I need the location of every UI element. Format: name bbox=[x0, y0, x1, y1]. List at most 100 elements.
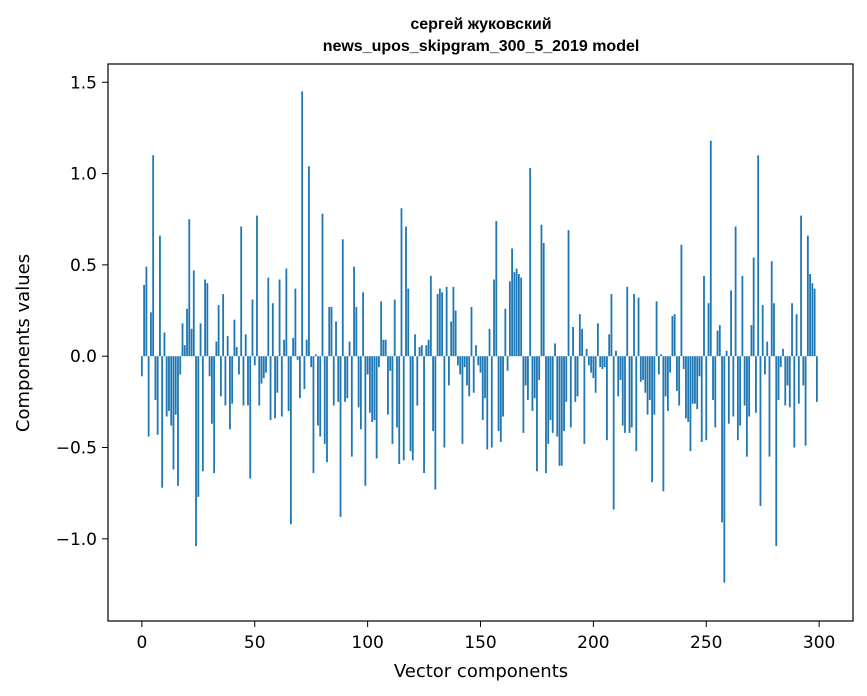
bar bbox=[581, 328, 583, 357]
bar bbox=[229, 356, 231, 430]
bar bbox=[468, 356, 471, 397]
bar bbox=[238, 356, 240, 375]
bar bbox=[235, 347, 238, 357]
bar bbox=[475, 345, 477, 357]
bar bbox=[240, 226, 243, 357]
bar bbox=[743, 356, 746, 406]
bar bbox=[705, 356, 708, 441]
bar bbox=[420, 345, 423, 357]
bar bbox=[168, 356, 170, 411]
bar bbox=[723, 356, 726, 583]
bar bbox=[513, 272, 516, 357]
bar bbox=[341, 239, 344, 357]
bar bbox=[362, 292, 365, 357]
bar bbox=[222, 294, 225, 357]
bar bbox=[806, 235, 809, 357]
bar bbox=[143, 284, 146, 357]
x-tick-label: 100 bbox=[351, 633, 383, 653]
bar bbox=[450, 321, 453, 357]
bar bbox=[217, 305, 220, 357]
y-tick-label: 0.5 bbox=[70, 256, 97, 276]
bar bbox=[515, 268, 518, 357]
bar bbox=[210, 356, 213, 424]
bar bbox=[447, 356, 450, 386]
bar bbox=[612, 356, 615, 510]
bar bbox=[393, 299, 396, 357]
bar bbox=[298, 356, 301, 399]
bar bbox=[330, 306, 333, 357]
bar bbox=[443, 356, 446, 448]
bar bbox=[517, 274, 520, 357]
bar bbox=[177, 356, 179, 486]
bar bbox=[718, 325, 721, 357]
bar bbox=[181, 323, 184, 357]
bar bbox=[445, 286, 448, 357]
bar bbox=[768, 356, 771, 457]
bar bbox=[707, 303, 710, 357]
bar bbox=[802, 356, 805, 386]
bar bbox=[624, 356, 626, 433]
bar bbox=[400, 208, 403, 357]
x-tick-label: 200 bbox=[577, 633, 609, 653]
x-tick-label: 150 bbox=[464, 633, 496, 653]
bar bbox=[499, 356, 502, 443]
bar bbox=[161, 356, 164, 488]
bar bbox=[725, 350, 728, 357]
bar bbox=[375, 356, 378, 459]
bar bbox=[615, 350, 617, 357]
bar bbox=[716, 330, 719, 357]
bar bbox=[777, 356, 780, 401]
bar bbox=[633, 294, 635, 357]
bar bbox=[357, 356, 360, 408]
bar bbox=[411, 356, 414, 461]
bar bbox=[348, 341, 351, 357]
bar bbox=[179, 356, 182, 375]
bar bbox=[646, 356, 649, 415]
bar bbox=[165, 356, 168, 417]
bar bbox=[407, 288, 410, 357]
bar bbox=[154, 356, 157, 401]
bar bbox=[563, 356, 565, 432]
bar bbox=[233, 319, 236, 357]
bar bbox=[572, 326, 574, 357]
bar bbox=[527, 356, 529, 401]
bar bbox=[382, 339, 385, 357]
bar bbox=[601, 356, 604, 369]
bar bbox=[321, 213, 324, 357]
bar bbox=[603, 356, 606, 368]
bar bbox=[538, 356, 541, 380]
bar bbox=[432, 356, 434, 432]
bar bbox=[567, 230, 570, 357]
bar bbox=[301, 91, 304, 357]
bar bbox=[639, 356, 642, 382]
bar bbox=[736, 356, 739, 441]
bar bbox=[791, 303, 793, 357]
bar bbox=[748, 356, 751, 417]
bar bbox=[490, 356, 493, 448]
bar bbox=[657, 356, 660, 375]
bar bbox=[423, 356, 425, 474]
bar bbox=[655, 301, 658, 357]
bar bbox=[556, 356, 559, 437]
bar bbox=[436, 294, 439, 357]
bar bbox=[694, 356, 696, 404]
bar bbox=[380, 301, 383, 357]
bar bbox=[310, 356, 313, 368]
bar bbox=[384, 339, 387, 357]
bar bbox=[594, 356, 597, 393]
bar bbox=[730, 290, 732, 357]
bar bbox=[427, 339, 430, 357]
bar bbox=[267, 277, 270, 357]
bar bbox=[560, 356, 563, 466]
bar bbox=[752, 257, 755, 357]
bar bbox=[339, 356, 342, 517]
bar bbox=[140, 356, 143, 377]
bar bbox=[727, 356, 730, 424]
bar bbox=[344, 356, 346, 402]
bar bbox=[549, 356, 552, 421]
bar bbox=[680, 244, 683, 357]
bar bbox=[251, 299, 254, 357]
bar bbox=[326, 356, 328, 463]
bar bbox=[547, 356, 550, 444]
bar bbox=[287, 356, 290, 411]
